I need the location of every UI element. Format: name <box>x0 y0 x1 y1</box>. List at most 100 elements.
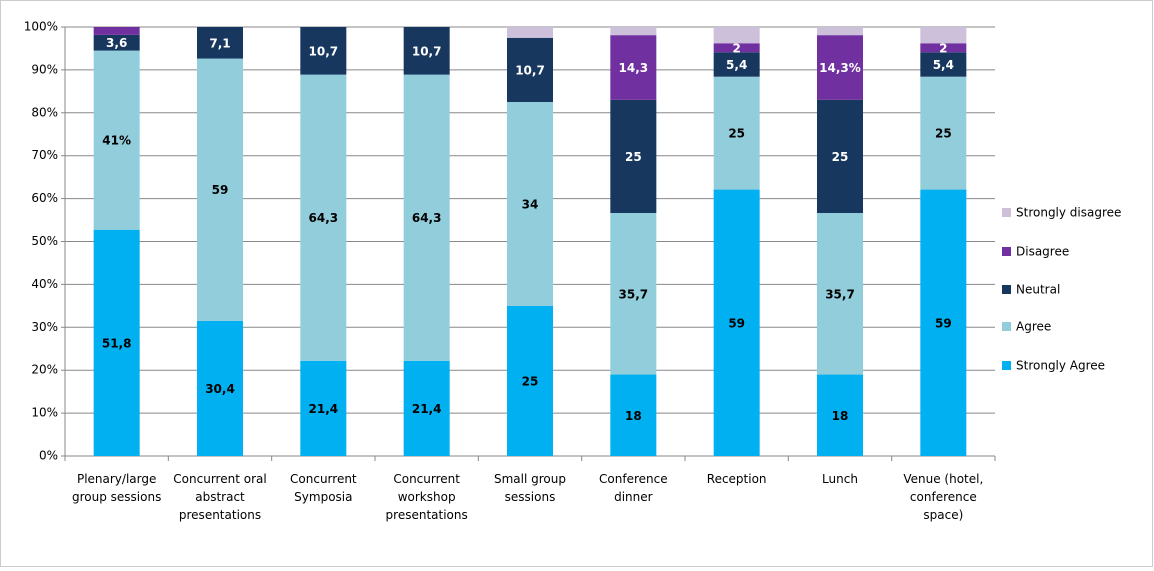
data-label: 25 <box>728 127 745 141</box>
y-tick-label: 30% <box>31 320 58 334</box>
x-tick-label: Conference dinner <box>599 472 668 504</box>
bar-segment <box>920 189 967 456</box>
y-tick-label: 40% <box>31 277 58 291</box>
y-tick-label: 60% <box>31 191 58 205</box>
bar-segment <box>300 74 347 361</box>
data-label: 64,3 <box>309 211 339 225</box>
data-label: 2 <box>732 41 740 55</box>
bar-segment <box>817 27 863 36</box>
bar-segment <box>920 43 967 53</box>
bar-segment <box>197 320 243 456</box>
bar-segment <box>197 58 243 321</box>
bar-segment <box>93 34 140 51</box>
data-label: 18 <box>832 409 849 423</box>
x-tick-label: Concurrent Symposia <box>290 472 357 504</box>
bar-segment <box>817 212 863 375</box>
bar-segment <box>713 27 760 44</box>
data-label: 10,7 <box>309 44 339 58</box>
bar-segment <box>197 27 243 59</box>
y-tick-label: 80% <box>31 105 58 119</box>
legend-label: Disagree <box>1016 245 1069 259</box>
x-tick-label: Lunch <box>822 472 858 486</box>
bar-segment <box>713 189 760 456</box>
bar-segment <box>610 374 657 456</box>
bar-segment <box>93 50 140 230</box>
bar-segment <box>817 35 863 100</box>
y-tick-label: 100% <box>24 20 58 34</box>
bar-segment <box>93 27 140 35</box>
data-label: 10,7 <box>412 44 442 58</box>
x-tick-label: Concurrent workshop presentations <box>385 472 468 522</box>
data-label: 51,8 <box>102 336 132 350</box>
data-label: 5,4 <box>933 58 954 72</box>
data-label: 59 <box>728 316 745 330</box>
bar-segment <box>817 374 863 456</box>
bar-segment <box>507 102 553 306</box>
bar-segment <box>610 27 657 36</box>
y-tick-label: 70% <box>31 148 58 162</box>
data-label: 2 <box>939 41 947 55</box>
data-label: 35,7 <box>825 287 855 301</box>
data-label: 30,4 <box>205 382 235 396</box>
bar-segment <box>403 74 450 361</box>
bar-segment <box>507 306 553 456</box>
data-label: 14,3 <box>619 61 649 75</box>
bar-segment <box>920 76 967 190</box>
bar-segment <box>920 52 967 77</box>
bar-segment <box>713 76 760 190</box>
data-label: 10,7 <box>515 63 545 77</box>
x-tick-label: Plenary/large group sessions <box>71 472 162 504</box>
data-label: 59 <box>212 183 229 197</box>
legend-swatch <box>1002 208 1011 217</box>
legend-swatch <box>1002 285 1011 294</box>
bar-segment <box>610 212 657 375</box>
legend-label: Strongly Agree <box>1016 359 1105 373</box>
y-tick-label: 20% <box>31 363 58 377</box>
bar-segment <box>403 27 450 75</box>
data-label: 35,7 <box>619 287 649 301</box>
data-label: 5,4 <box>726 58 747 72</box>
bar-segment <box>920 27 967 44</box>
y-tick-label: 10% <box>31 406 58 420</box>
data-label: 21,4 <box>412 402 442 416</box>
bar-segment <box>300 27 347 75</box>
bar-segment <box>93 229 140 456</box>
data-label: 59 <box>935 316 952 330</box>
data-label: 25 <box>935 127 952 141</box>
legend-label: Agree <box>1016 320 1051 334</box>
legend-swatch <box>1002 247 1011 256</box>
data-label: 41% <box>102 134 131 148</box>
y-tick-label: 0% <box>39 449 58 463</box>
x-tick-label: Small group sessions <box>494 472 566 504</box>
data-label: 7,1 <box>209 36 230 50</box>
data-label: 34 <box>522 198 539 212</box>
data-label: 25 <box>832 150 849 164</box>
data-label: 25 <box>522 375 539 389</box>
x-tick-label: Concurrent oral abstract presentations <box>173 472 267 522</box>
data-label: 64,3 <box>412 211 442 225</box>
bar-segment <box>817 99 863 213</box>
bar-segment <box>713 43 760 53</box>
data-label: 21,4 <box>309 402 339 416</box>
bar-segment <box>507 27 553 38</box>
bar-segment <box>403 360 450 456</box>
bar-segment <box>610 99 657 213</box>
data-label: 14,3% <box>819 61 861 75</box>
y-tick-label: 90% <box>31 62 58 76</box>
bar-segment <box>610 35 657 100</box>
data-label: 3,6 <box>106 36 127 50</box>
legend-swatch <box>1002 361 1011 370</box>
data-label: 25 <box>625 150 642 164</box>
data-label: 18 <box>625 409 642 423</box>
x-tick-label: Venue (hotel, conference space) <box>903 472 984 522</box>
bar-segment <box>300 360 347 456</box>
legend-label: Strongly disagree <box>1016 206 1121 220</box>
x-tick-label: Reception <box>706 472 767 486</box>
y-tick-label: 50% <box>31 234 58 248</box>
bar-segment <box>713 52 760 77</box>
legend-label: Neutral <box>1016 283 1060 297</box>
bar-segment <box>507 37 553 102</box>
